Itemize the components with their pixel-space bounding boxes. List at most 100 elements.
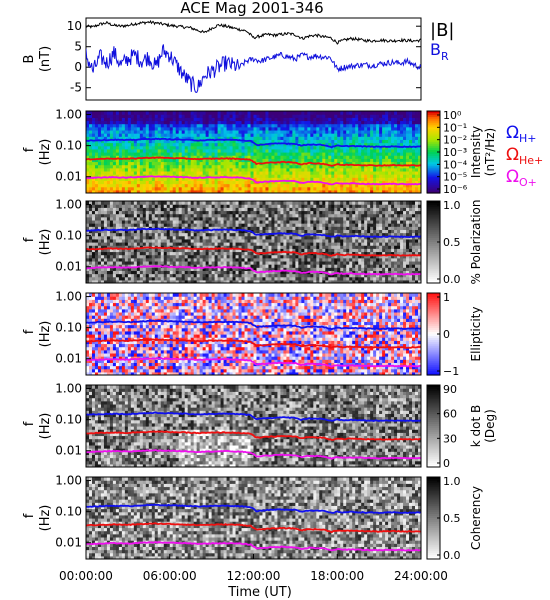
legend-br-main: B bbox=[430, 40, 441, 59]
y-tick-label: -5 bbox=[70, 81, 82, 95]
panel-kdotb: 1.00 0.10 0.01 f (Hz) 90 60 30 0 k dot B (Deg) bbox=[22, 382, 497, 470]
y-tick-label: 0 bbox=[74, 60, 82, 74]
colorbar-tick-label: 1 bbox=[443, 291, 450, 304]
omega-h-line bbox=[86, 137, 421, 149]
y-tick-label: 0.10 bbox=[55, 505, 82, 519]
y-tick-label: 0.01 bbox=[55, 170, 82, 184]
y-axis-unit: (Hz) bbox=[38, 321, 53, 348]
x-axis-label: Time (UT) bbox=[227, 585, 292, 600]
legend-omega-hplus: ΩH+ bbox=[506, 123, 537, 145]
y-tick-label: 1.00 bbox=[55, 290, 82, 304]
colorbar-label: Intensity bbox=[469, 126, 483, 178]
panel-coherency: 1.00 0.10 0.01 f (Hz) 1.0 0.5 0.0 Coherency bbox=[22, 474, 483, 562]
colorbar-tick-label: 1.0 bbox=[443, 199, 461, 212]
y-tick-label: 0.01 bbox=[55, 444, 82, 458]
colorbar-label: Ellipticity bbox=[469, 307, 483, 362]
y-axis-label: f bbox=[22, 147, 37, 152]
colorbar-tick-label: 30 bbox=[443, 432, 457, 445]
legend-omega-heplus: ΩHe+ bbox=[506, 145, 543, 167]
colorbar-unit: (nT²/Hz) bbox=[483, 128, 497, 176]
y-tick-label: 0.01 bbox=[55, 536, 82, 550]
omega-h-line bbox=[86, 227, 421, 239]
omega-he-line bbox=[86, 156, 421, 167]
y-tick-label: 1.00 bbox=[55, 382, 82, 396]
x-tick-label: 06:00:00 bbox=[143, 569, 197, 583]
series-line-br bbox=[86, 44, 421, 93]
panel-ellipticity: 1.00 0.10 0.01 f (Hz) 1 0 −1 Ellipticity bbox=[22, 290, 483, 378]
x-tick-label: 12:00:00 bbox=[227, 569, 281, 583]
y-tick-label: 1.00 bbox=[55, 108, 82, 122]
colorbar-unit: (Deg) bbox=[483, 409, 497, 443]
colorbar-tick-label: 10⁻⁵ bbox=[443, 171, 467, 184]
panel-intensity: 1.00 0.10 0.01 f (Hz) 10⁰10⁻¹10⁻²10⁻³10⁻⁴10⁻⁵… bbox=[22, 108, 497, 196]
colorbar-tick-label: 10⁻³ bbox=[443, 146, 467, 159]
y-tick-label: 0.01 bbox=[55, 352, 82, 366]
omega-he-line bbox=[86, 430, 421, 441]
omega-legend: ΩH+ΩHe+ΩO+ bbox=[506, 123, 543, 189]
omega-he-line bbox=[86, 246, 421, 257]
omega-h-line bbox=[86, 503, 421, 515]
y-axis-label: f bbox=[22, 421, 37, 426]
legend-omega-oplus: ΩO+ bbox=[506, 167, 537, 189]
x-tick-label: 24:00:00 bbox=[394, 569, 448, 583]
colorbar-tick-label: 0.5 bbox=[443, 236, 461, 249]
legend-br: BR bbox=[430, 40, 449, 63]
y-tick-label: 0.10 bbox=[55, 139, 82, 153]
colorbar-label: k dot B bbox=[469, 405, 483, 447]
colorbar-tick-label: 90 bbox=[443, 383, 457, 396]
spectrogram bbox=[86, 385, 421, 467]
colorbar-tick-label: 10⁰ bbox=[443, 109, 462, 122]
spectrogram bbox=[86, 201, 421, 283]
y-axis-label: f bbox=[22, 329, 37, 334]
panel-polarization: 1.00 0.10 0.01 f (Hz) 1.0 0.5 0.0 % Polarization bbox=[22, 198, 483, 286]
colorbar-tick-label: 10⁻² bbox=[443, 134, 467, 147]
colorbar-tick-label: 0.5 bbox=[443, 512, 461, 525]
omega-o-line bbox=[86, 175, 421, 186]
y-tick-label: 0.10 bbox=[55, 321, 82, 335]
y-tick-label: 0.10 bbox=[55, 229, 82, 243]
spectrogram bbox=[86, 293, 421, 375]
omega-h-line bbox=[86, 411, 421, 422]
omega-o-line bbox=[86, 541, 421, 552]
colorbar-tick-label: 0.0 bbox=[443, 549, 461, 562]
legend-bmag: |B| bbox=[430, 20, 454, 41]
y-tick-label: 10 bbox=[67, 19, 82, 33]
colorbar-coherency: 1.0 0.5 0.0 Coherency bbox=[426, 475, 483, 562]
panel-frame bbox=[85, 200, 422, 284]
y-axis-label: f bbox=[22, 237, 37, 242]
omega-he-line bbox=[86, 522, 421, 534]
colorbar-tick-label: 60 bbox=[443, 408, 457, 421]
y-axis-label: B bbox=[22, 55, 37, 64]
colorbar-tick-label: −1 bbox=[443, 365, 459, 378]
y-tick-label: 0.01 bbox=[55, 260, 82, 274]
colorbar-tick-label: 10⁻⁴ bbox=[443, 158, 468, 171]
omega-he-line bbox=[86, 338, 421, 349]
y-axis-unit: (Hz) bbox=[38, 505, 53, 532]
omega-o-line bbox=[86, 357, 421, 368]
colorbar-label: % Polarization bbox=[469, 200, 483, 285]
colorbar-label: Coherency bbox=[469, 486, 483, 550]
legend-br-sub: R bbox=[441, 50, 449, 63]
colorbar-tick-label: 10⁻⁶ bbox=[443, 183, 468, 196]
spectrogram bbox=[86, 477, 421, 559]
colorbar-polarization: 1.0 0.5 0.0 % Polarization bbox=[426, 199, 483, 286]
colorbar-tick-label: 0.0 bbox=[443, 273, 461, 286]
y-axis-label: f bbox=[22, 513, 37, 518]
y-tick-label: 1.00 bbox=[55, 198, 82, 212]
series-line-bmag bbox=[86, 19, 421, 45]
y-tick-label: 0.10 bbox=[55, 413, 82, 427]
colorbar-tick-label: 10⁻¹ bbox=[443, 121, 467, 134]
omega-o-line bbox=[86, 265, 421, 276]
spectrogram bbox=[86, 111, 421, 193]
panel-frame bbox=[85, 292, 422, 376]
panel-frame bbox=[85, 17, 422, 101]
colorbar-kdotb: 90 60 30 0 k dot B (Deg) bbox=[426, 383, 497, 470]
panel-frame bbox=[85, 384, 422, 468]
y-axis-unit: (nT) bbox=[38, 46, 53, 72]
x-tick-label: 00:00:00 bbox=[59, 569, 113, 583]
colorbar-tick-label: 1.0 bbox=[443, 475, 461, 488]
panel-frame bbox=[85, 110, 422, 194]
y-tick-label: 1.00 bbox=[55, 474, 82, 488]
